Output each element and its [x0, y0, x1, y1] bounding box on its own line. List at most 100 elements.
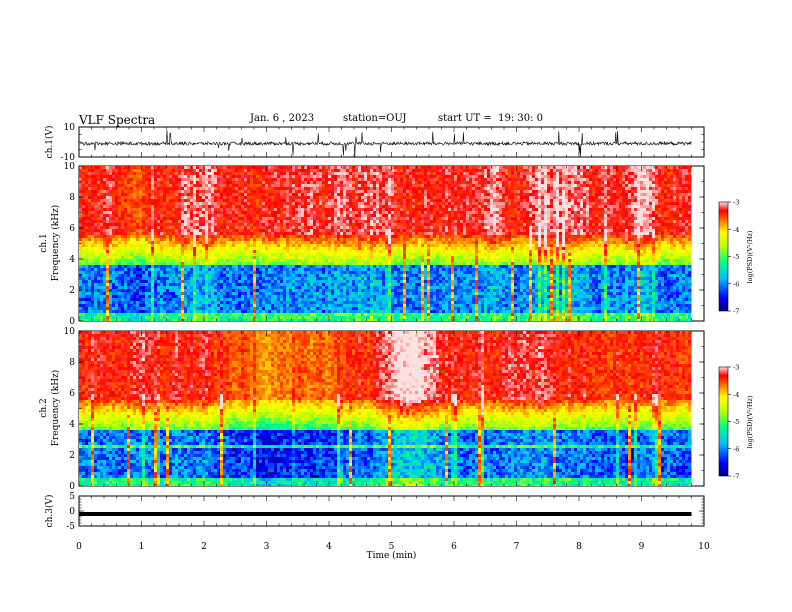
spectrogram-cell [277, 187, 280, 190]
spectrogram-cell [319, 286, 322, 289]
spectrogram-cell [325, 289, 328, 292]
spectrogram-cell [79, 178, 82, 181]
spectrogram-cell [148, 220, 151, 223]
spectrogram-cell [328, 166, 331, 169]
spectrogram-cell [118, 220, 121, 223]
spectrogram-cell [319, 235, 322, 238]
spectrogram-cell [214, 199, 217, 202]
spectrogram-cell [304, 175, 307, 178]
spectrogram-cell [268, 292, 271, 295]
spectrogram-cell [169, 262, 172, 265]
spectrogram-cell [316, 178, 319, 181]
spectrogram-cell [328, 307, 331, 310]
spectrogram-cell [220, 229, 223, 232]
spectrogram-cell [205, 172, 208, 175]
spectrogram-cell [130, 202, 133, 205]
spectrogram-cell [355, 214, 358, 217]
spectrogram-cell [187, 217, 190, 220]
spectrogram-cell [115, 274, 118, 277]
spectrogram-cell [277, 217, 280, 220]
spectrogram-cell [361, 202, 364, 205]
spectrogram-cell [112, 295, 115, 298]
spectrogram-cell [142, 253, 145, 256]
spectrogram-cell [82, 208, 85, 211]
spectrogram-cell [82, 289, 85, 292]
spectrogram-cell [100, 319, 103, 321]
spectrogram-cell [337, 277, 340, 280]
spectrogram-cell [325, 217, 328, 220]
spectrogram-cell [253, 319, 256, 321]
spectrogram-cell [151, 235, 154, 238]
spectrogram-cell [244, 271, 247, 274]
spectrogram-cell [352, 193, 355, 196]
spectrogram-cell [325, 196, 328, 199]
spectrogram-cell [130, 172, 133, 175]
spectrogram-cell [97, 286, 100, 289]
spectrogram-cell [202, 295, 205, 298]
spectrogram-cell [295, 262, 298, 265]
spectrogram-cell [295, 283, 298, 286]
spectrogram-cell [163, 319, 166, 321]
spectrogram-cell [229, 193, 232, 196]
spectrogram-cell [121, 316, 124, 319]
spectrogram-cell [133, 277, 136, 280]
spectrogram-cell [250, 181, 253, 184]
spectrogram-cell [91, 187, 94, 190]
spectrogram-cell [172, 169, 175, 172]
spectrogram-cell [265, 211, 268, 214]
spectrogram-cell [199, 196, 202, 199]
spectrogram-cell [328, 292, 331, 295]
spectrogram-cell [148, 226, 151, 229]
spectrogram-cell [202, 250, 205, 253]
spectrogram-cell [358, 181, 361, 184]
spectrogram-cell [301, 235, 304, 238]
spectrogram-cell [244, 262, 247, 265]
spectrogram-cell [238, 229, 241, 232]
spectrogram-cell [103, 256, 106, 259]
spectrogram-cell [325, 253, 328, 256]
spectrogram-cell [184, 310, 187, 313]
spectrogram-cell [94, 184, 97, 187]
spectrogram-cell [115, 307, 118, 310]
spectrogram-cell [247, 259, 250, 262]
spectrogram-cell [88, 205, 91, 208]
spectrogram-cell [208, 178, 211, 181]
spectrogram-cell [118, 169, 121, 172]
spectrogram-cell [124, 226, 127, 229]
spectrogram-cell [181, 241, 184, 244]
spectrogram-cell [85, 295, 88, 298]
spectrogram-cell [88, 238, 91, 241]
spectrogram-cell [223, 298, 226, 301]
spectrogram-cell [82, 202, 85, 205]
spectrogram-cell [322, 208, 325, 211]
spectrogram-cell [127, 298, 130, 301]
spectrogram-cell [226, 169, 229, 172]
spectrogram-cell [307, 253, 310, 256]
spectrogram-cell [130, 238, 133, 241]
spectrogram-cell [199, 271, 202, 274]
spectrogram-cell [214, 247, 217, 250]
spectrogram-cell [238, 187, 241, 190]
spectrogram-cell [160, 274, 163, 277]
spectrogram-cell [85, 178, 88, 181]
spectrogram-cell [355, 256, 358, 259]
spectrogram-cell [121, 169, 124, 172]
spectrogram-cell [313, 214, 316, 217]
spectrogram-cell [304, 286, 307, 289]
spectrogram-cell [94, 226, 97, 229]
spectrogram-cell [217, 205, 220, 208]
spectrogram-cell [88, 220, 91, 223]
spectrogram-cell [238, 304, 241, 307]
spectrogram-cell [253, 169, 256, 172]
spectrogram-cell [88, 316, 91, 319]
spectrogram-cell [358, 313, 361, 316]
spectrogram-cell [304, 196, 307, 199]
spectrogram-cell [112, 283, 115, 286]
spectrogram-cell [277, 211, 280, 214]
spectrogram-cell [322, 286, 325, 289]
spectrogram-cell [220, 238, 223, 241]
spectrogram-cell [100, 235, 103, 238]
spectrogram-cell [169, 220, 172, 223]
spectrogram-cell [97, 169, 100, 172]
spectrogram-cell [346, 217, 349, 220]
